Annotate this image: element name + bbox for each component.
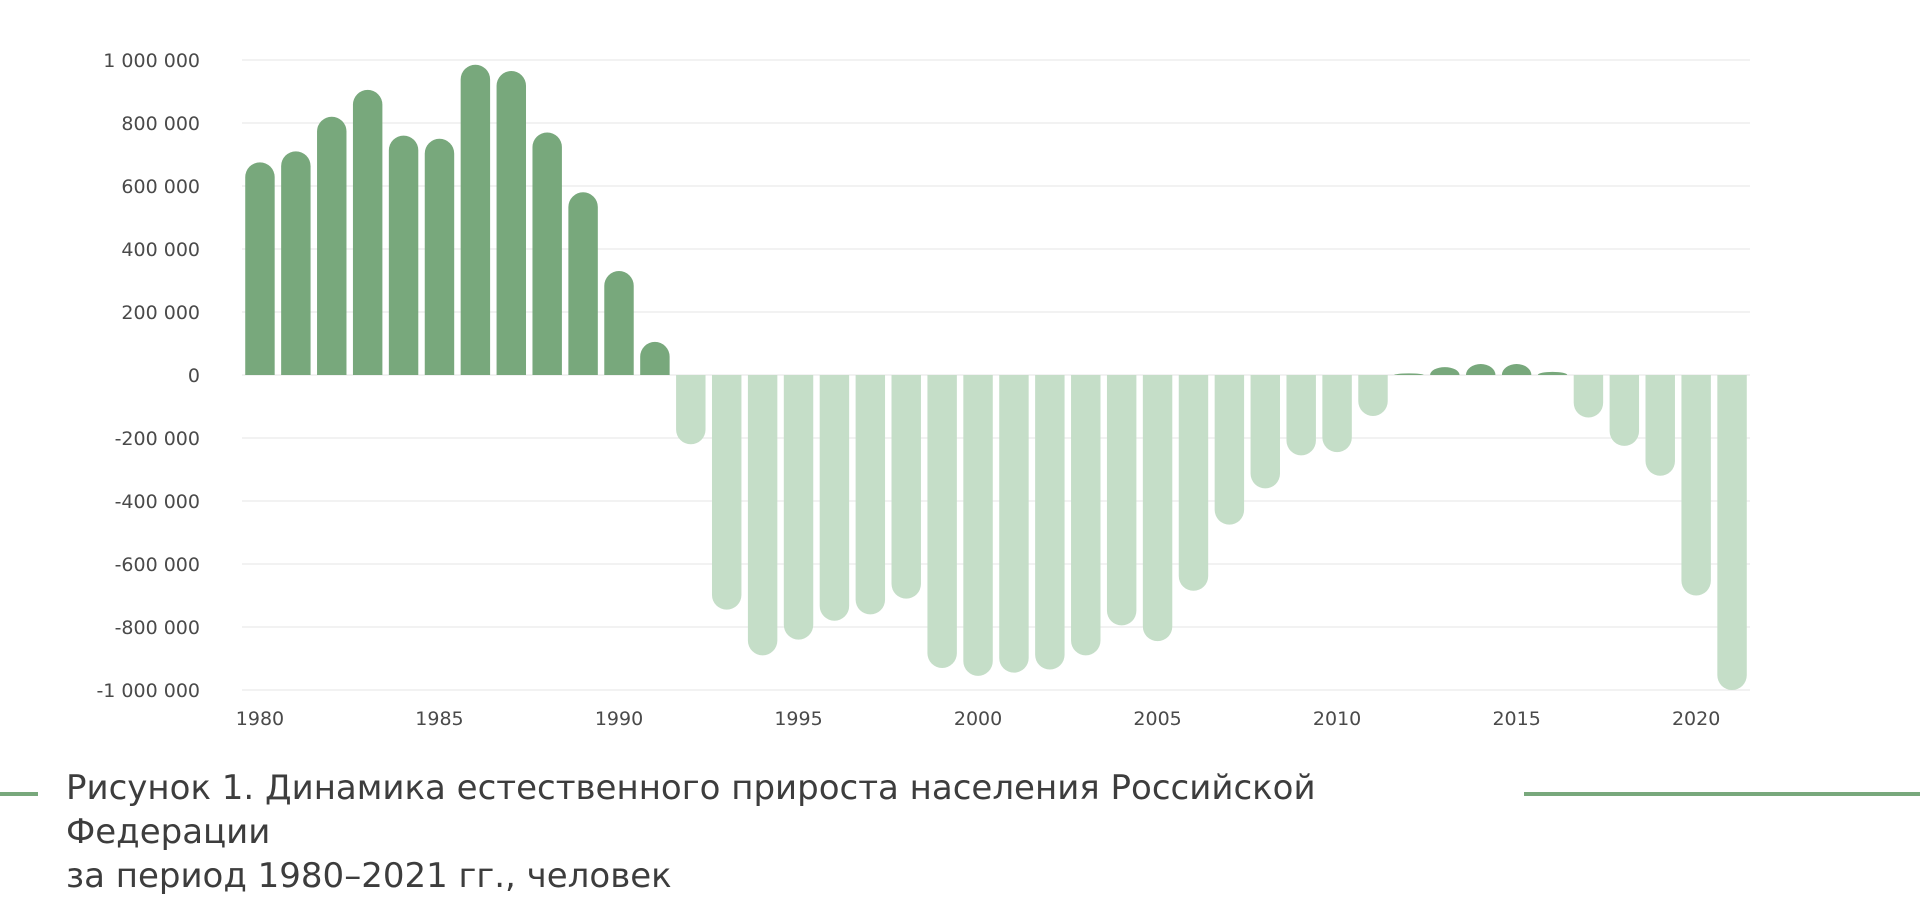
bar-1980: [245, 162, 275, 375]
bar-2021: [1717, 375, 1747, 690]
x-tick-label: 2000: [954, 708, 1002, 730]
chart-container: 1 000 000 800 000 600 000 400 000 200 000 0 -2…: [96, 50, 1750, 730]
bar-1982: [317, 116, 347, 375]
bar-2002: [1035, 375, 1065, 670]
bar-1995: [783, 375, 814, 640]
bar-2014: [1465, 363, 1496, 375]
bar-2012: [1394, 373, 1424, 375]
y-tick-label: 800 000: [121, 113, 200, 135]
bar-1983: [352, 89, 383, 375]
bar-1988: [532, 132, 562, 375]
bar-2000: [963, 375, 993, 676]
x-tick-label: 1980: [236, 708, 284, 730]
bar-2003: [1071, 375, 1101, 656]
y-tick-label: 1 000 000: [103, 50, 200, 72]
bar-1984: [388, 135, 419, 375]
bar-1993: [711, 375, 742, 610]
y-tick-label: -600 000: [115, 554, 200, 576]
figure-caption: Рисунок 1. Динамика естественного прирос…: [0, 766, 1920, 896]
caption-line-2: за период 1980–2021 гг., человек: [66, 856, 672, 896]
bar-2019: [1645, 375, 1675, 476]
bar-2015: [1501, 363, 1532, 375]
x-tick-label: 2020: [1672, 708, 1720, 730]
bar-2007: [1214, 375, 1245, 525]
y-tick-label: 200 000: [121, 302, 200, 324]
y-tick-label: -800 000: [115, 617, 200, 639]
bar-2016: [1537, 371, 1568, 375]
x-tick-label: 2005: [1133, 708, 1181, 730]
caption-decorative-line-right: [1524, 792, 1920, 796]
bar-1994: [747, 375, 778, 656]
bar-2009: [1286, 375, 1316, 456]
bar-2008: [1250, 375, 1281, 489]
bar-1996: [819, 375, 850, 621]
bar-1999: [927, 375, 957, 668]
y-tick-label: 400 000: [121, 239, 200, 261]
x-axis-tick-labels: 1980 1985 1990 1995 2000 2005 2010 2015 2020: [236, 708, 1721, 730]
y-tick-label: -1 000 000: [96, 680, 200, 702]
bar-2001: [999, 375, 1029, 673]
bar-2017: [1573, 375, 1604, 418]
x-tick-label: 1995: [774, 708, 822, 730]
bar-2010: [1322, 375, 1352, 453]
y-tick-label: -200 000: [115, 428, 200, 450]
y-tick-label: 0: [188, 365, 200, 387]
grid-lines: [242, 59, 1750, 691]
bar-1992: [676, 375, 706, 445]
x-tick-label: 2010: [1313, 708, 1361, 730]
bar-1987: [496, 71, 527, 375]
bar-2013: [1430, 367, 1460, 375]
bar-1997: [855, 375, 886, 615]
caption-decorative-line-left: [0, 792, 38, 796]
bar-2018: [1609, 375, 1640, 446]
bar-1991: [640, 341, 670, 375]
bar-2005: [1142, 375, 1173, 642]
bar-1998: [891, 375, 921, 599]
bars: [245, 64, 1747, 690]
y-axis-tick-labels: 1 000 000 800 000 600 000 400 000 200 000 0 -2…: [96, 50, 200, 702]
x-tick-label: 1990: [595, 708, 643, 730]
bar-2020: [1681, 375, 1711, 596]
caption-line-1: Рисунок 1. Динамика естественного прирос…: [66, 768, 1316, 852]
bar-2011: [1358, 375, 1388, 416]
natural-growth-bar-chart: 1 000 000 800 000 600 000 400 000 200 000 0 -2…: [96, 50, 1750, 730]
x-tick-label: 1985: [415, 708, 463, 730]
bar-2006: [1178, 375, 1209, 591]
bar-1990: [604, 271, 634, 375]
bar-1989: [568, 192, 598, 375]
x-tick-label: 2015: [1492, 708, 1540, 730]
y-tick-label: 600 000: [121, 176, 200, 198]
caption-text: Рисунок 1. Динамика естественного прирос…: [66, 766, 1506, 898]
y-tick-label: -400 000: [115, 491, 200, 513]
bar-1985: [424, 138, 455, 375]
bar-2004: [1106, 375, 1137, 626]
bar-1981: [281, 151, 311, 375]
bar-1986: [460, 64, 491, 375]
